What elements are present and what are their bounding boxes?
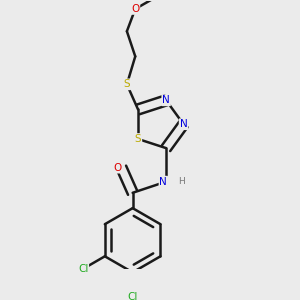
Text: O: O xyxy=(131,4,140,14)
Text: S: S xyxy=(135,134,141,144)
Text: Cl: Cl xyxy=(78,264,88,274)
Text: S: S xyxy=(124,79,130,89)
Text: H: H xyxy=(178,177,185,186)
Text: N: N xyxy=(160,177,167,187)
Text: Cl: Cl xyxy=(128,292,138,300)
Text: N: N xyxy=(162,95,170,105)
Text: N: N xyxy=(180,119,188,129)
Text: O: O xyxy=(113,163,122,173)
